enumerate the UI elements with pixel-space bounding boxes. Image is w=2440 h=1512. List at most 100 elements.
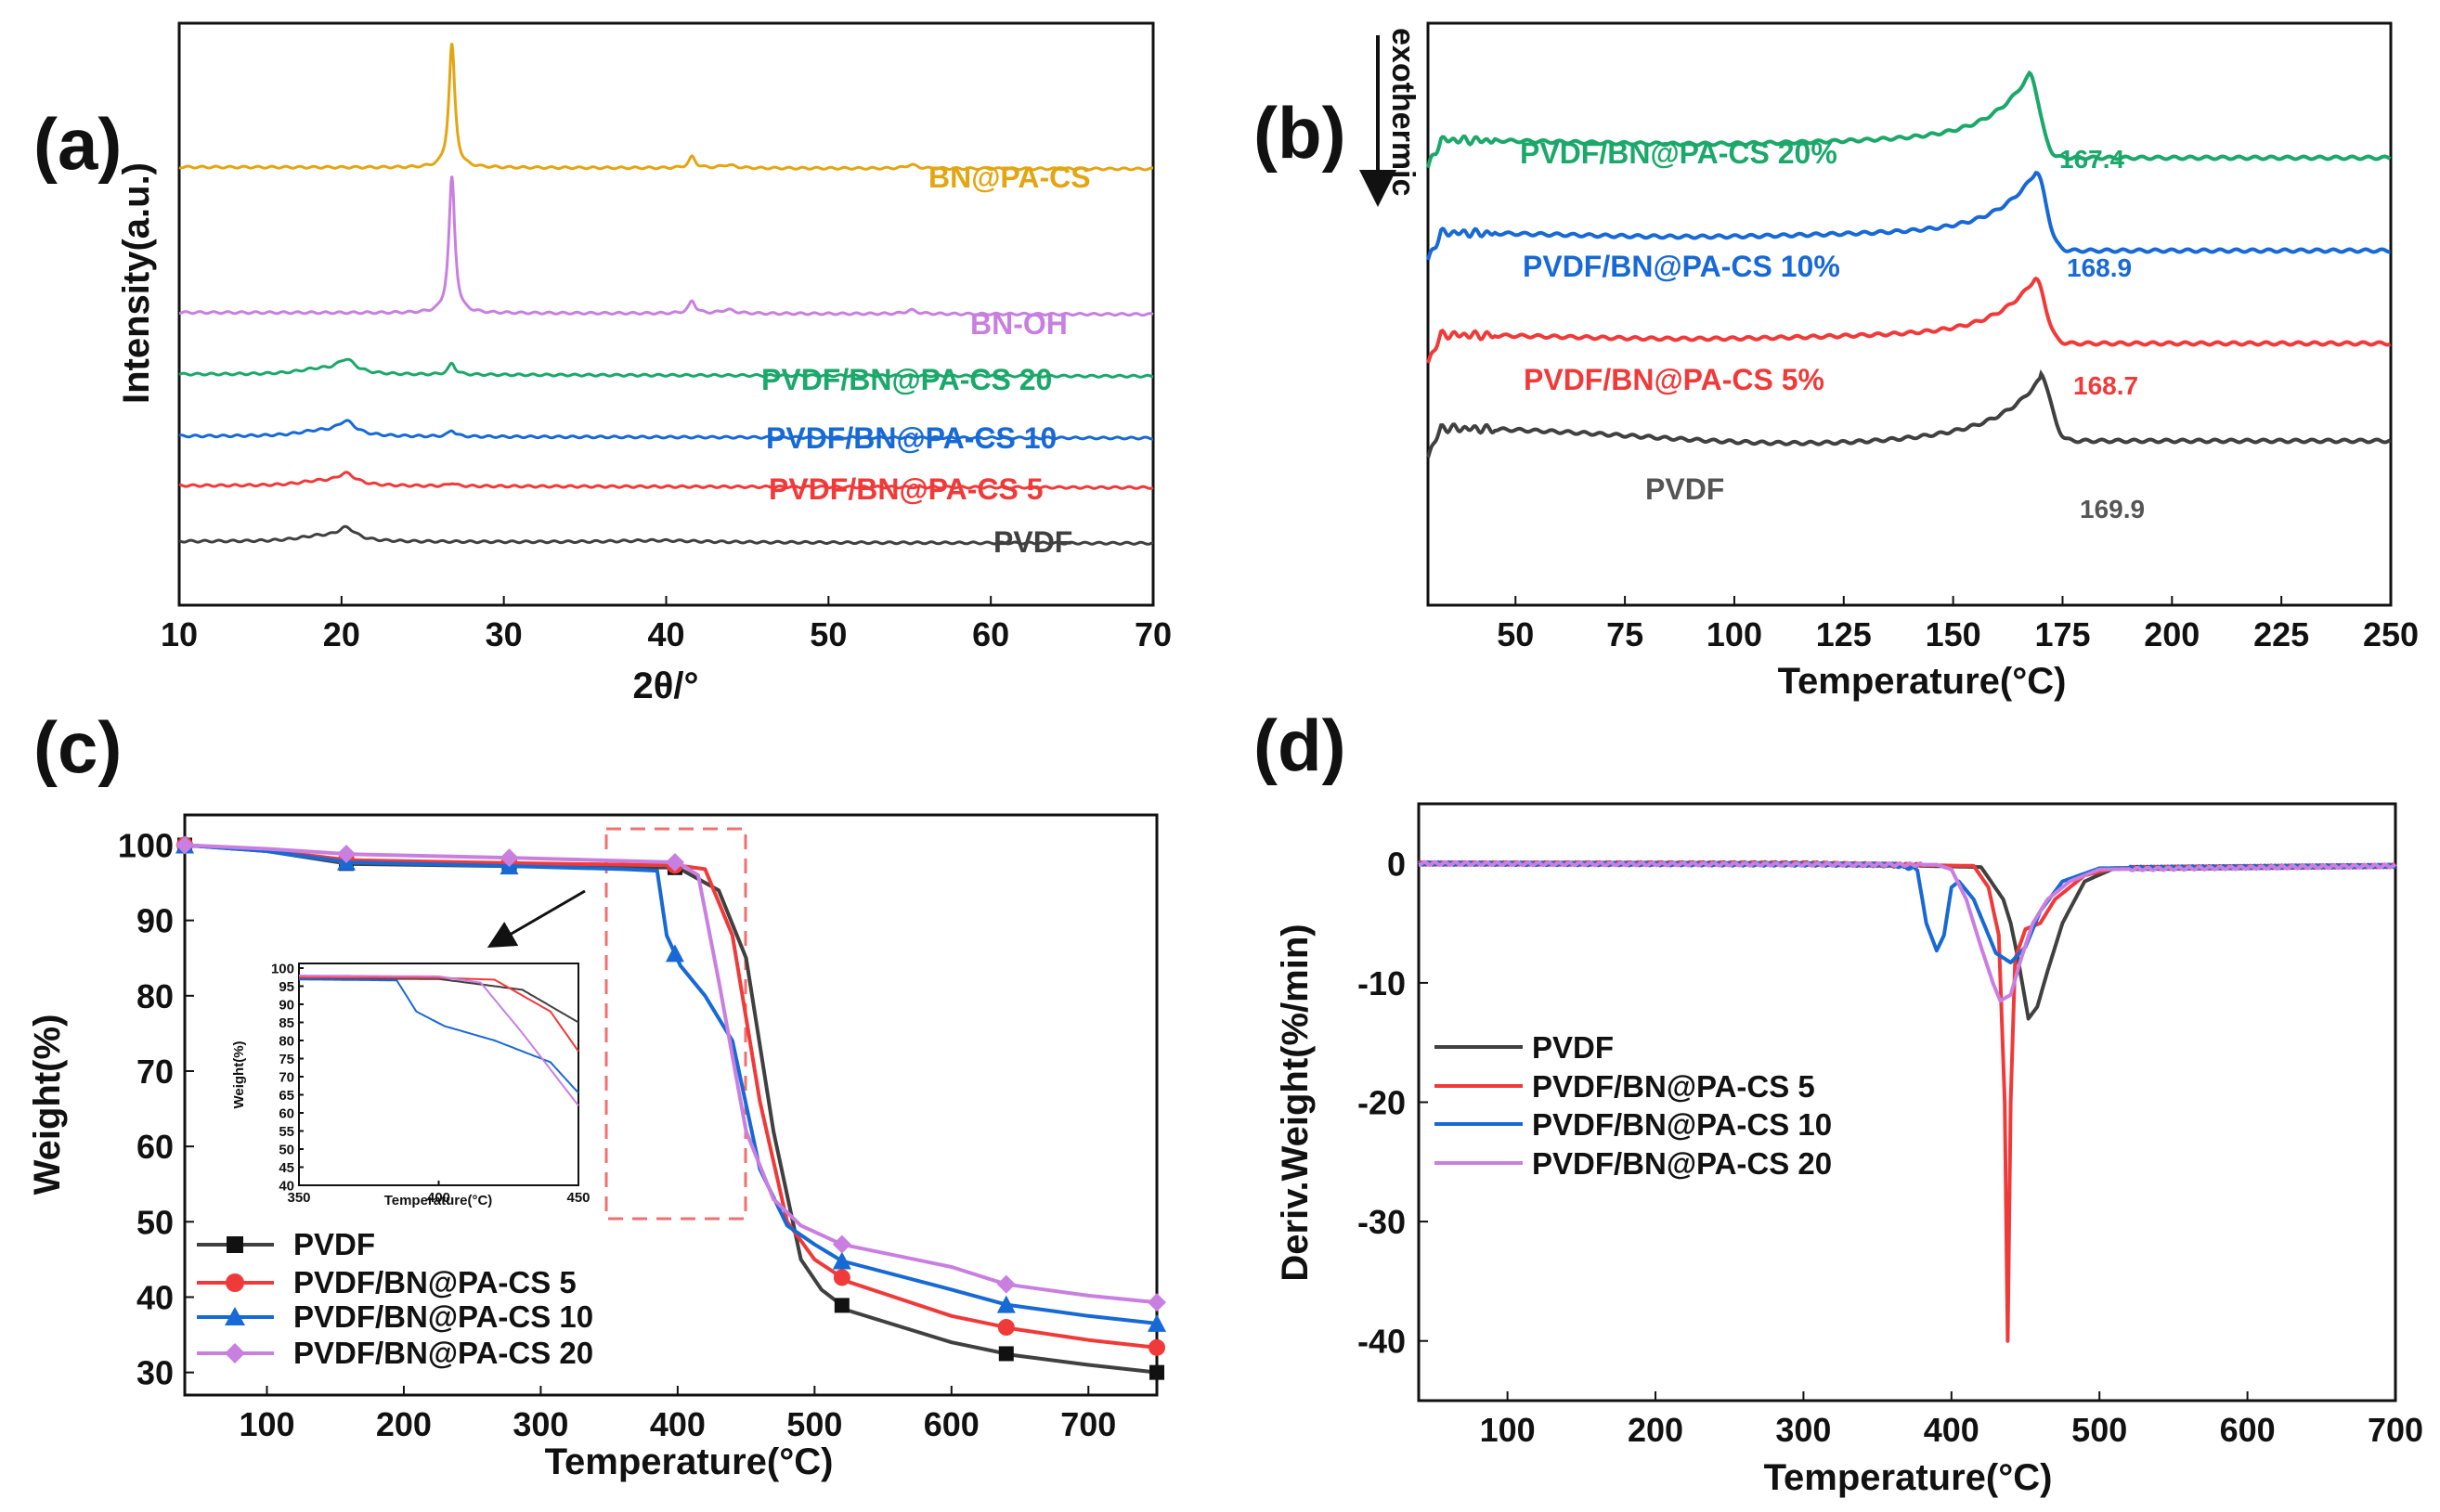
a-series-pvdf-bn-pa-cs-20 [178, 357, 1154, 379]
c-y-tick-label-70: 70 [136, 1053, 174, 1091]
d-series-pvdf-bn-pa-cs-20 [1418, 859, 2396, 1003]
c-marker-pvdf-bn-pa-cs-20-277 [500, 848, 519, 868]
inset-y-tick-label-90: 90 [279, 997, 294, 1013]
b-x-tick-label-250: 250 [2363, 615, 2419, 653]
panel-b-series [1426, 70, 2392, 459]
panel-c-series [175, 835, 1166, 1380]
d-y-tick-label--30: -30 [1357, 1203, 1406, 1241]
c-x-tick-label-100: 100 [239, 1405, 294, 1443]
c-marker-pvdf-bn-pa-cs-10-520 [832, 1251, 851, 1270]
inset-y-tick-label-55: 55 [279, 1124, 294, 1140]
c-x-tick-label-300: 300 [513, 1405, 568, 1443]
legend-c-cs10-marker [225, 1307, 245, 1325]
peak-b-cs20: 167.4 [2059, 145, 2124, 174]
a-x-tick-label-40: 40 [647, 615, 684, 653]
inset-y-tick-label-70: 70 [279, 1069, 294, 1085]
a-series-pvdf [178, 524, 1154, 546]
legend-c-cs10: PVDF/BN@PA-CS 10 [293, 1299, 593, 1334]
inset-x-tick-label-350: 350 [287, 1190, 310, 1206]
inset-y-tick-label-100: 100 [271, 961, 294, 976]
inset-y-tick-label-50: 50 [279, 1142, 294, 1157]
d-x-tick-label-300: 300 [1775, 1411, 1831, 1449]
inset-arrow [487, 889, 586, 949]
label-bn-oh: BN-OH [970, 307, 1068, 341]
panel-a-x-ticks: 10 20 30 40 50 60 70 [161, 596, 1172, 653]
panel-b-label: (b) [1253, 92, 1346, 174]
panel-d-label: (d) [1253, 704, 1346, 786]
panel-b-frame [1426, 21, 2393, 607]
inset-y-tick-label-40: 40 [279, 1178, 294, 1194]
d-y-tick-label--20: -20 [1357, 1083, 1406, 1121]
c-x-tick-label-700: 700 [1060, 1405, 1116, 1443]
c-series-pvdf-bn-pa-cs-5 [184, 843, 1158, 1350]
panel-b-x-title: Temperature(°C) [1778, 661, 2067, 702]
b-x-tick-label-225: 225 [2253, 615, 2309, 653]
label-b-pvdf: PVDF [1645, 472, 1724, 506]
label-b-cs20: PVDF/BN@PA-CS 20% [1520, 136, 1837, 170]
c-series-pvdf-bn-pa-cs-10 [184, 843, 1158, 1325]
c-x-tick-label-600: 600 [924, 1405, 980, 1443]
panel-a-series [178, 43, 1154, 546]
c-marker-pvdf-640 [998, 1346, 1014, 1362]
c-y-tick-label-100: 100 [118, 826, 174, 864]
b-x-tick-label-125: 125 [1816, 615, 1872, 653]
panel-c-y-title: Weight(%) [27, 1014, 68, 1195]
c-marker-pvdf-750 [1149, 1364, 1164, 1380]
panel-c-tga: (c) 100 200 300 400 500 600 700304050607080901… [27, 706, 1166, 1482]
a-x-tick-label-30: 30 [486, 615, 523, 653]
panel-c-label: (c) [33, 706, 122, 788]
panel-a-series-labels: BN@PA-CS BN-OH PVDF/BN@PA-CS 20 PVDF/BN@… [761, 161, 1091, 559]
legend-c-pvdf-marker [227, 1236, 243, 1253]
panel-a-label: (a) [33, 103, 122, 185]
label-a-pvdf: PVDF [993, 525, 1072, 559]
d-y-tick-label--10: -10 [1357, 964, 1406, 1002]
inset-x-tick-label-450: 450 [566, 1190, 590, 1206]
panel-c-ticks: 100 200 300 400 500 600 700 30 40 50 60 70 80 90 100 [118, 826, 1116, 1443]
legend-d-cs10: PVDF/BN@PA-CS 10 [1532, 1107, 1832, 1142]
a-x-tick-label-20: 20 [323, 615, 360, 653]
panel-a-xrd: (a) 10 20 30 40 50 60 70 BN@PA-CS BN-OH PVDF/B… [33, 21, 1172, 706]
b-series-pvdf-bn-pa-cs-10- [1426, 171, 2391, 261]
legend-c-pvdf: PVDF [293, 1227, 375, 1261]
label-a-cs20: PVDF/BN@PA-CS 20 [761, 363, 1052, 396]
c-x-tick-label-500: 500 [786, 1405, 842, 1443]
panel-d-x-title: Temperature(°C) [1764, 1457, 2053, 1498]
panel-c-legend: PVDF PVDF/BN@PA-CS 5 PVDF/BN@PA-CS 10 PV… [197, 1227, 593, 1370]
c-y-tick-label-30: 30 [136, 1354, 174, 1392]
inset-y-tick-label-80: 80 [279, 1033, 294, 1049]
peak-b-cs5: 168.7 [2073, 371, 2138, 400]
panel-d-y-title: Deriv.Weight(%/min) [1275, 924, 1316, 1281]
d-series-pvdf [1418, 859, 2396, 1021]
label-bn-pa-cs: BN@PA-CS [928, 161, 1091, 194]
c-y-tick-label-80: 80 [136, 977, 174, 1015]
panel-c-frame [183, 813, 1159, 1397]
panel-b-dsc: (b) exothermic 50 75 100 125 150 175 200 225 250… [1253, 21, 2419, 702]
a-series-pvdf-bn-pa-cs-5 [178, 471, 1154, 490]
b-x-tick-label-50: 50 [1497, 615, 1534, 653]
c-marker-pvdf-bn-pa-cs-20-520 [832, 1234, 851, 1254]
d-x-tick-label-400: 400 [1924, 1411, 1979, 1449]
c-marker-pvdf-bn-pa-cs-5-640 [997, 1319, 1015, 1337]
c-marker-pvdf-bn-pa-cs-20-40 [175, 835, 194, 855]
inset-y-tick-label-45: 45 [279, 1160, 294, 1176]
legend-d-cs20: PVDF/BN@PA-CS 20 [1532, 1146, 1832, 1181]
c-marker-pvdf-520 [834, 1298, 850, 1313]
c-y-tick-label-60: 60 [136, 1128, 174, 1166]
b-x-tick-label-100: 100 [1707, 615, 1762, 653]
inset-series-pvdf-bn-pa-cs-5 [298, 976, 579, 1053]
panel-d-ticks: 100 200 300 400 500 600 700 0 -10 -20 -30 -40 [1357, 845, 2423, 1449]
inset-series-pvdf-bn-pa-cs-10 [299, 978, 579, 1094]
b-x-tick-label-175: 175 [2034, 615, 2090, 653]
inset-y-tick-label-65: 65 [279, 1088, 294, 1104]
a-series-pvdf-bn-pa-cs-10 [178, 419, 1154, 441]
c-y-tick-label-40: 40 [136, 1278, 174, 1316]
panel-b-x-ticks: 50 75 100 125 150 175 200 225 250 [1497, 596, 2419, 653]
legend-c-cs5: PVDF/BN@PA-CS 5 [293, 1265, 577, 1299]
a-x-tick-label-70: 70 [1135, 615, 1172, 653]
b-x-tick-label-150: 150 [1926, 615, 1981, 653]
b-x-tick-label-75: 75 [1606, 615, 1643, 653]
peak-b-cs10: 168.9 [2067, 253, 2132, 282]
d-x-tick-label-100: 100 [1480, 1411, 1536, 1449]
